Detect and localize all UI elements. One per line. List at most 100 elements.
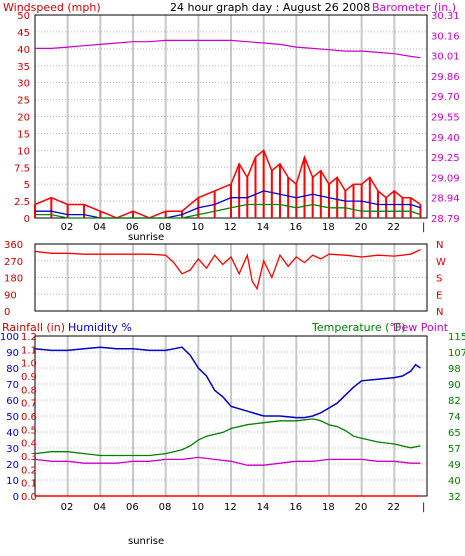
hour-tick-label: 04 [93,222,106,233]
hour-tick-label: 06 [126,502,139,513]
wind-gust-line [34,149,421,219]
windspeed-barometer-chart: Windspeed (mph) 24 hour graph day : Augu… [3,1,460,243]
direction-compass-tick: N [436,307,443,318]
barometer-line [35,39,421,59]
rainfall-axis-label: Rainfall (in) [2,321,65,334]
barometer-tick: 29.55 [431,113,460,124]
rainfall-tick: 0.7 [21,399,37,410]
sunrise-marker-bottom: sunrise [128,536,164,547]
chart-title: 24 hour graph day : August 26 2008 [170,1,370,14]
hour-tick-label: 16 [289,222,302,233]
rainfall-tick: 1.0 [21,359,37,370]
humidity-gridlines [35,336,427,496]
windspeed-tick: 35 [17,62,30,73]
direction-compass-tick: S [436,274,442,285]
barometer-tick: 28.79 [431,214,460,225]
humidity-temperature-chart: Rainfall (in) Humidity % Temperature (°F… [0,321,465,547]
direction-degree-labels: 360 270 180 90 0 [4,240,23,318]
barometer-tick: 29.09 [431,173,460,184]
rainfall-tick: 1.2 [21,332,37,343]
windspeed-tick: 50 [17,11,30,22]
rainfall-tick: 1.1 [21,345,37,356]
temperature-tick: 49 [448,460,461,471]
barometer-tick: 30.01 [431,52,460,63]
rainfall-tick: 0.0 [21,492,37,503]
hour-tick-label: 08 [159,222,172,233]
barometer-tick-labels: 28.79 28.94 29.09 29.25 29.40 29.55 29.70 29.86… [431,11,460,225]
rainfall-tick: 0.8 [21,385,37,396]
direction-compass-tick: N [436,240,443,251]
humidity-tick: 40 [6,428,19,439]
hour-tick-label: 22 [387,222,400,233]
hour-tick-label: 02 [61,502,74,513]
temperature-tick: 57 [448,444,461,455]
rainfall-tick: 0.9 [21,372,37,383]
hour-tick-label: 10 [191,222,204,233]
humidity-tick: 90 [6,348,19,359]
hour-tick-label: 14 [257,502,270,513]
hour-tick-label: 02 [61,222,74,233]
direction-degree-tick: 90 [4,290,17,301]
wind-direction-line [34,249,421,291]
humidity-line [34,346,421,419]
direction-degree-tick: 180 [4,274,23,285]
end-mark: | [422,502,425,513]
temperature-tick-labels: 32 40 49 57 65 74 82 90 98 107 115 [448,332,465,503]
windspeed-tick: 45 [17,28,30,39]
direction-compass-tick: W [436,257,446,268]
windspeed-tick: 2.5 [14,197,30,208]
hour-tick-label: 14 [257,222,270,233]
rainfall-tick: 0.4 [21,439,37,450]
windspeed-tick-labels: 0 2.5 5 7.5 10 15 20 25 30 35 40 45 50 [14,11,30,225]
humidity-tick: 30 [6,444,19,455]
hour-tick-label: 22 [387,502,400,513]
barometer-axis-label: Barometer (in.) [372,1,456,14]
windspeed-tick: 7.5 [14,163,30,174]
windspeed-tick: 20 [17,113,30,124]
direction-series [34,249,421,291]
sunrise-marker-top: sunrise [128,232,164,243]
hour-tick-label: 06 [126,222,139,233]
windspeed-tick: 40 [17,45,30,56]
windspeed-tick: 5 [24,180,30,191]
temperature-tick: 82 [448,396,461,407]
temperature-tick: 115 [448,332,465,343]
barometer-tick: 29.40 [431,133,460,144]
rainfall-tick: 0.6 [21,412,37,423]
humidity-hour-labels: 02 04 06 08 10 12 14 16 18 20 22 | [61,502,426,513]
humidity-tick: 100 [0,332,19,343]
hour-tick-label: 20 [355,222,368,233]
humidity-tick: 70 [6,380,19,391]
humidity-tick: 60 [6,396,19,407]
barometer-tick: 29.86 [431,72,460,83]
direction-degree-tick: 270 [4,257,23,268]
barometer-tick: 29.25 [431,153,460,164]
wind-low-line [35,203,421,219]
humidity-tick: 50 [6,412,19,423]
hour-tick-label: 08 [159,502,172,513]
barometer-tick: 30.16 [431,31,460,42]
windspeed-tick: 15 [17,129,30,140]
rainfall-tick: 0.2 [21,465,37,476]
temperature-tick: 90 [448,380,461,391]
windspeed-tick: 25 [17,96,30,107]
wind-average-line [35,190,421,219]
humidity-tick: 10 [6,476,19,487]
dewpoint-axis-label: Dew Point [393,321,449,334]
windspeed-hour-labels: 02 04 06 08 10 12 14 16 18 20 22 | [61,222,426,233]
humidity-temperature-series [34,346,421,497]
dewpoint-line [34,456,421,466]
temperature-tick: 65 [448,428,461,439]
temperature-tick: 32 [448,492,461,503]
hour-tick-label: 12 [224,222,237,233]
barometer-tick: 28.94 [431,194,460,205]
direction-degree-tick: 0 [4,307,10,318]
barometer-tick: 30.31 [431,11,460,22]
humidity-tick: 20 [6,460,19,471]
humidity-tick: 0 [13,492,19,503]
temperature-tick: 74 [448,412,461,423]
rainfall-tick: 0.1 [21,479,37,490]
hour-tick-label: 20 [355,502,368,513]
